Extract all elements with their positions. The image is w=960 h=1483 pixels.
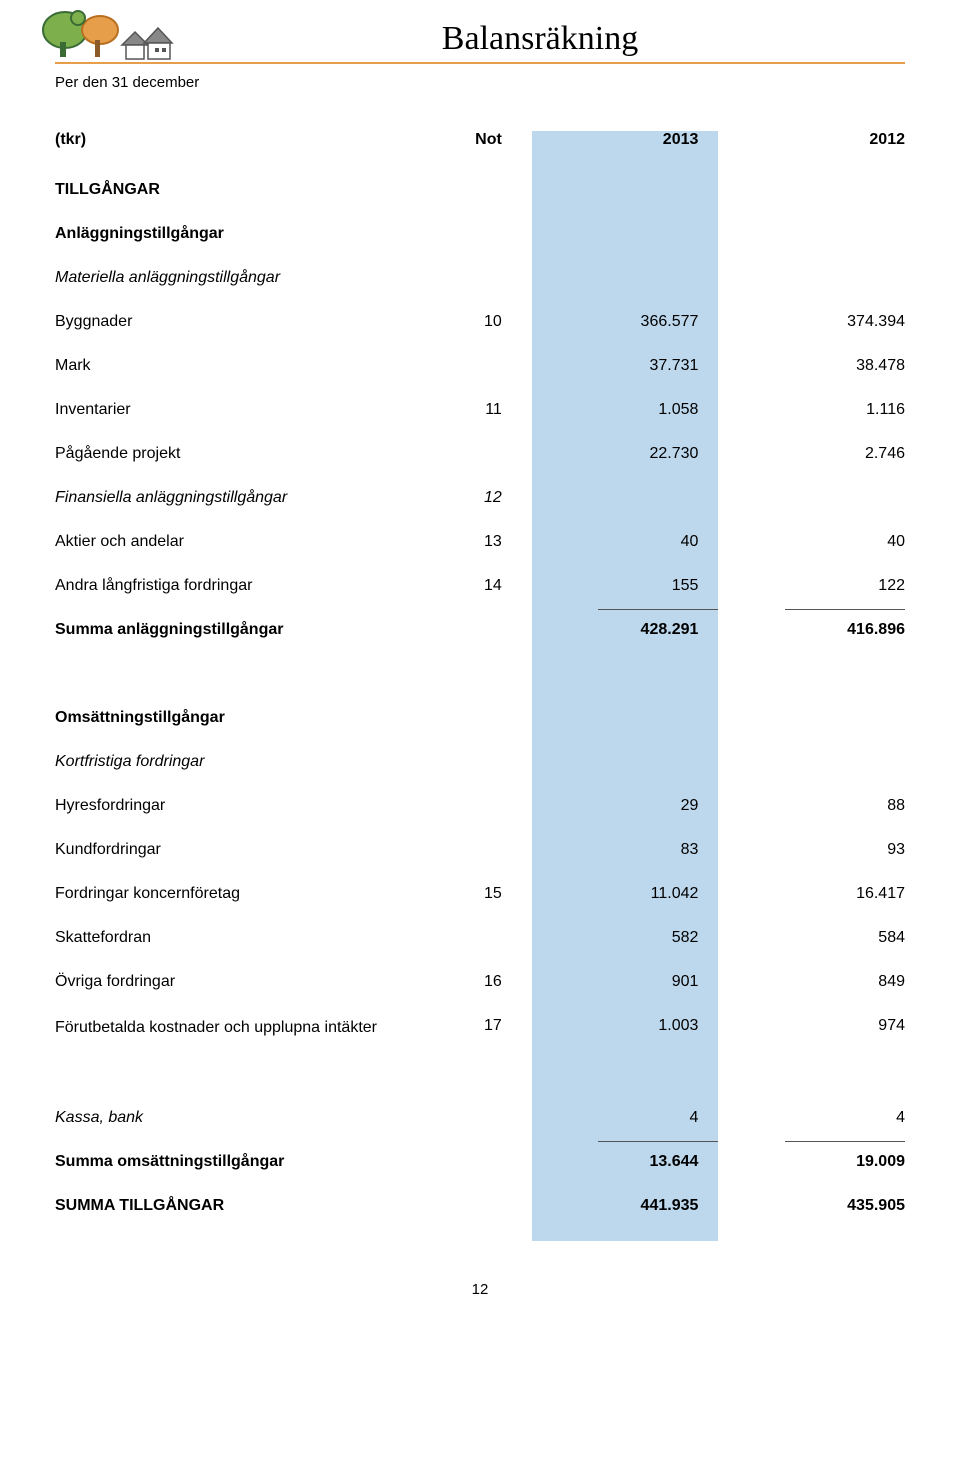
row-kund: Kundfordringar 83 93 (55, 841, 905, 885)
italic-materiella: Materiella anläggningstillgångar (55, 269, 905, 313)
section-tillgangar: TILLGÅNGAR (55, 175, 905, 225)
italic-kortfristiga: Kortfristiga fordringar (55, 753, 905, 797)
subtitle: Per den 31 december (55, 74, 905, 91)
row-summa-anlaggning: Summa anläggningstillgångar 428.291 416.… (55, 621, 905, 709)
row-hyres: Hyresfordringar 29 88 (55, 797, 905, 841)
page-number: 12 (55, 1281, 905, 1298)
row-aktier: Aktier och andelar 13 40 40 (55, 533, 905, 577)
page-header: Balansräkning (55, 20, 905, 64)
row-forut: Förutbetalda kostnader och upplupna intä… (55, 1017, 905, 1109)
col-2012-header: 2012 (718, 131, 905, 175)
row-koncern: Fordringar koncernföretag 15 11.042 16.4… (55, 885, 905, 929)
subhead-omsattning: Omsättningstillgångar (55, 709, 905, 753)
row-andra: Andra långfristiga fordringar 14 155 122 (55, 577, 905, 621)
row-byggnader: Byggnader 10 366.577 374.394 (55, 313, 905, 357)
row-summa-omsattning: Summa omsättningstillgångar 13.644 19.00… (55, 1153, 905, 1197)
row-inventarier: Inventarier 11 1.058 1.116 (55, 401, 905, 445)
logo (40, 10, 190, 70)
table-header-row: (tkr) Not 2013 2012 (55, 131, 905, 175)
row-summa-tillgangar: SUMMA TILLGÅNGAR 441.935 435.905 (55, 1197, 905, 1241)
row-pagaende: Pågående projekt 22.730 2.746 (55, 445, 905, 489)
row-skatte: Skattefordran 582 584 (55, 929, 905, 973)
italic-finansiella: Finansiella anläggningstillgångar 12 (55, 489, 905, 533)
subhead-anlaggning: Anläggningstillgångar (55, 225, 905, 269)
col-not-header: Not (407, 131, 531, 175)
row-kassa: Kassa, bank 4 4 (55, 1109, 905, 1153)
page-title: Balansräkning (175, 20, 905, 58)
row-ovriga: Övriga fordringar 16 901 849 (55, 973, 905, 1017)
balance-sheet-table: (tkr) Not 2013 2012 TILLGÅNGAR Anläggnin… (55, 131, 905, 1241)
col-2013-header: 2013 (532, 131, 719, 175)
col-label-header: (tkr) (55, 131, 407, 175)
row-mark: Mark 37.731 38.478 (55, 357, 905, 401)
